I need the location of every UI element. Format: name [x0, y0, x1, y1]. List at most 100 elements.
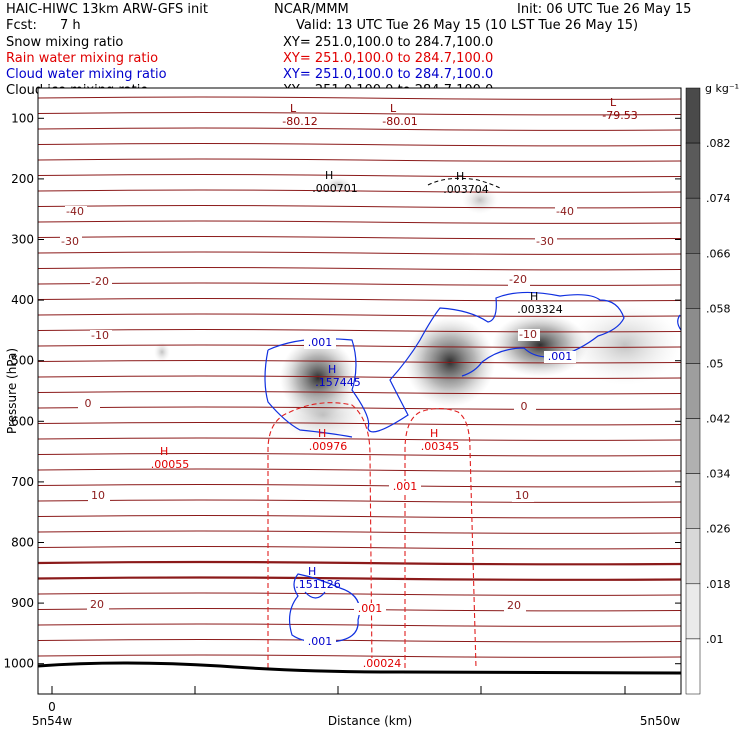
x-axis-label: Distance (km) [328, 714, 412, 728]
fcst-label: Fcst: [6, 18, 37, 33]
isotherm-line [37, 515, 682, 519]
isotherm-label: 20 [507, 599, 521, 612]
isotherm-line [37, 592, 682, 596]
colorbar-swatch [685, 87, 701, 144]
rain-water-contours [267, 402, 477, 669]
y-tick-label: 900 [11, 596, 34, 610]
y-tick-label: 400 [11, 293, 34, 307]
extremum-marker: H [430, 427, 438, 440]
contour-label: .001 [308, 336, 333, 349]
init-time: Init: 06 UTC Tue 26 May 15 [517, 2, 691, 17]
label-bg [87, 599, 109, 611]
extremum-value: .151126 [295, 578, 341, 591]
colorbar-swatch [685, 197, 701, 254]
contour-label: .001 [548, 350, 573, 363]
colorbar-label: .026 [706, 523, 731, 536]
label-bg [60, 236, 82, 248]
shade-blob [324, 177, 352, 193]
colorbar-swatch [685, 308, 701, 364]
y-tick-label: 500 [11, 354, 34, 368]
extremum-marker: H [318, 427, 326, 440]
label-bg [90, 276, 112, 288]
legend-snow-xy: XY= 251.0,100.0 to 284.7,100.0 [283, 35, 493, 50]
isotherm-label: -40 [556, 205, 574, 218]
label-bg [366, 658, 398, 670]
extremum-value: .003324 [517, 303, 563, 316]
extremum-marker: L [610, 96, 617, 109]
y-tick-label: 200 [11, 172, 34, 186]
isotherm-label: -30 [61, 235, 79, 248]
y-tick-label: 100 [11, 111, 34, 125]
isotherm-line [37, 530, 682, 534]
chart-title: HAIC-HIWC 13km ARW-GFS init [6, 2, 208, 17]
label-bg [90, 330, 112, 342]
label-bg [535, 236, 557, 248]
colorbar-label: .034 [706, 468, 731, 481]
x-axis [51, 686, 626, 694]
extremum-marker: H [456, 170, 464, 183]
colorbar-swatch [685, 638, 701, 695]
valid-time: Valid: 13 UTC Tue 26 May 15 (10 LST Tue … [296, 18, 638, 33]
label-bg [65, 206, 87, 218]
extremum-value: .00055 [151, 458, 190, 471]
legend-rain: Rain water mixing ratio [6, 51, 158, 66]
isotherm-line [37, 546, 682, 550]
label-bg [514, 401, 536, 413]
contour-line [677, 314, 682, 331]
label-bg [518, 329, 540, 341]
org-label: NCAR/MMM [274, 2, 349, 17]
colorbar-swatch [685, 363, 701, 419]
isotherm-line [37, 560, 682, 566]
isotherm-line [37, 174, 682, 178]
extremum-marker: L [290, 102, 297, 115]
colorbar-swatch [685, 528, 701, 585]
plot-frame [37, 87, 682, 695]
label-bg [88, 490, 110, 502]
extremum-value: .00345 [421, 440, 460, 453]
contour-label: .001 [393, 480, 418, 493]
extremum-value: .003704 [443, 183, 489, 196]
x-right-label: 5n50w [640, 714, 681, 728]
extremum-marker: H [308, 565, 316, 578]
shade-blob [570, 305, 680, 385]
isotherm-line [37, 251, 682, 255]
isotherm-line [37, 158, 682, 162]
extremum-value: -79.53 [602, 109, 637, 122]
isotherm-line [37, 391, 682, 395]
isotherm-label: -20 [91, 275, 109, 288]
label-bg [304, 636, 336, 648]
isotherm-line [37, 406, 682, 410]
colorbar-label: .082 [706, 137, 731, 150]
colorbar: .082 .074 .066 .058 .05 .042 .034 .026 .018 .01 [685, 87, 731, 695]
isotherm-label: -10 [519, 328, 537, 341]
extremum-value: .000701 [312, 182, 358, 195]
legend-rain-xy: XY= 251.0,100.0 to 284.7,100.0 [283, 51, 493, 66]
y-tick-label: 300 [11, 233, 34, 247]
isotherm-line [37, 220, 682, 224]
contour-line [404, 407, 477, 669]
colorbar-label: .058 [706, 302, 731, 315]
extremum-marker: H [160, 445, 168, 458]
isotherm-line [37, 375, 682, 379]
contour-line [427, 177, 501, 189]
isotherm-line [37, 267, 682, 271]
isotherm-line [37, 96, 682, 100]
isotherm-line [37, 639, 682, 643]
contour-label: .001 [358, 602, 383, 615]
isotherm-line [37, 576, 682, 581]
extremum-value: -80.01 [382, 115, 417, 128]
isotherm-label: -20 [509, 273, 527, 286]
label-bg [512, 490, 534, 502]
label-bg [555, 206, 577, 218]
colorbar-swatch [685, 418, 701, 474]
isotherm-label: 10 [515, 489, 529, 502]
contour-line [264, 349, 353, 438]
isotherm-line [37, 143, 682, 147]
shade-blob [462, 186, 498, 214]
legend-cloud-water: Cloud water mixing ratio [6, 67, 167, 82]
isotherm-line [37, 205, 682, 209]
label-bg [508, 274, 530, 286]
label-bg [504, 600, 526, 612]
isotherm-line [37, 329, 682, 333]
